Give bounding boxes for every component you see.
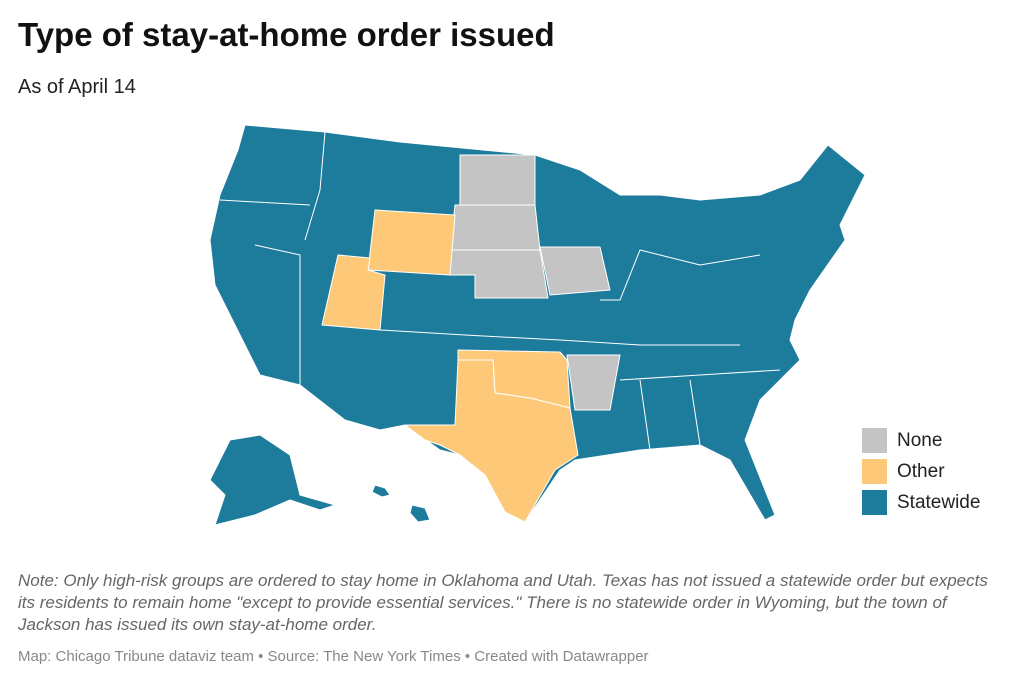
- hawaii: [371, 484, 391, 498]
- legend-label: None: [897, 429, 943, 451]
- state-other: [321, 254, 386, 331]
- state-border: [219, 199, 311, 206]
- legend-swatch: [862, 459, 887, 484]
- state-border: [689, 379, 701, 446]
- alaska: [209, 434, 336, 526]
- legend-label: Statewide: [897, 491, 981, 513]
- state-border: [639, 379, 651, 451]
- state-none: [566, 354, 621, 411]
- state-border: [254, 244, 301, 385]
- state-border: [304, 131, 326, 241]
- legend-label: Other: [897, 460, 945, 482]
- legend-swatch: [862, 428, 887, 453]
- map: [209, 124, 866, 526]
- note: Note: Only high-risk groups are ordered …: [18, 571, 988, 634]
- state-other: [367, 209, 456, 276]
- state-none: [539, 246, 611, 296]
- title: Type of stay-at-home order issued: [18, 16, 555, 53]
- state-none: [459, 154, 536, 206]
- subtitle: As of April 14: [18, 76, 136, 98]
- legend-item: Statewide: [862, 490, 980, 515]
- legend-swatch: [862, 490, 887, 515]
- credit: Map: Chicago Tribune dataviz team • Sour…: [18, 648, 649, 665]
- legend-item: None: [862, 428, 942, 453]
- state-border: [379, 329, 740, 346]
- state-border: [600, 249, 761, 301]
- state-other: [404, 359, 579, 523]
- hawaii: [409, 504, 431, 523]
- legend-item: Other: [862, 459, 945, 484]
- state-border: [619, 369, 781, 381]
- state-none: [449, 204, 541, 251]
